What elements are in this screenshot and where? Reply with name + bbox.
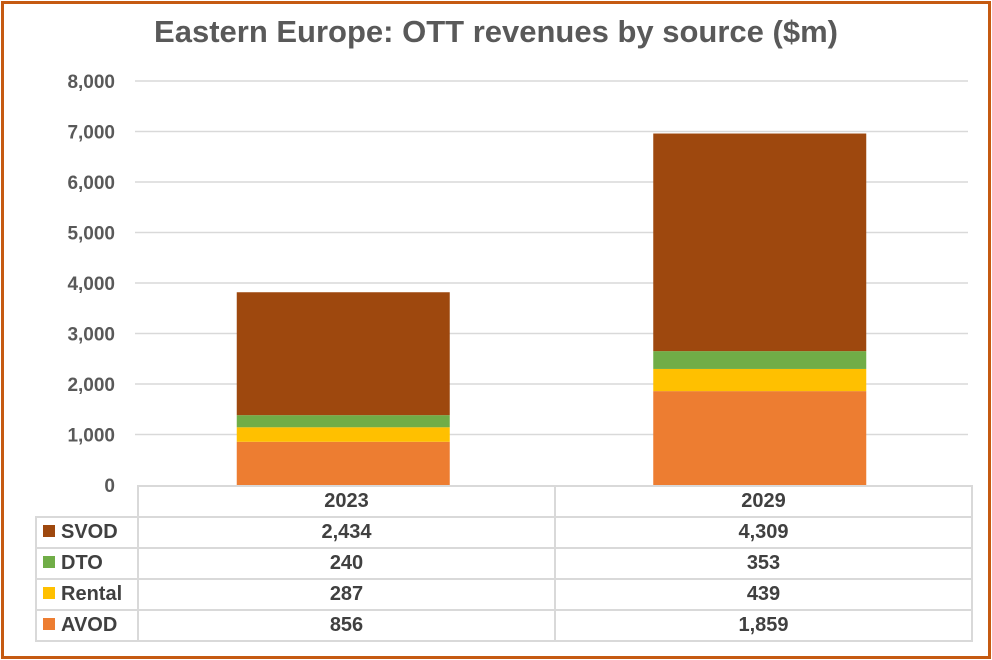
chart-title: Eastern Europe: OTT revenues by source (… — [154, 14, 838, 49]
data-label: 287 — [137, 578, 556, 611]
table-header-row: 2023 2029 — [36, 485, 973, 518]
table-row: DTO 240 353 — [35, 547, 973, 580]
y-tick-label: 4,000 — [67, 274, 115, 295]
legend-swatch — [43, 618, 55, 630]
legend-swatch — [43, 587, 55, 599]
data-label: 353 — [554, 547, 973, 580]
legend-entry: DTO — [35, 547, 139, 580]
y-tick-label: 0 — [104, 476, 115, 497]
bar-avod-2029 — [653, 391, 867, 485]
y-tick-label: 8,000 — [67, 72, 115, 93]
bar-dto-2029 — [653, 351, 867, 369]
category-label: 2029 — [554, 485, 973, 518]
legend-entry: SVOD — [35, 516, 139, 549]
legend-entry: Rental — [35, 578, 139, 611]
y-tick-label: 5,000 — [67, 224, 115, 245]
y-tick-label: 6,000 — [67, 173, 115, 194]
legend-label: DTO — [61, 552, 103, 574]
y-tick-label: 2,000 — [67, 375, 115, 396]
legend-label: Rental — [61, 583, 123, 605]
bar-svod-2029 — [653, 133, 867, 352]
legend-label: AVOD — [61, 614, 118, 636]
data-label: 856 — [137, 609, 556, 642]
table-row: Rental 287 439 — [35, 578, 973, 611]
y-tick-label: 1,000 — [67, 426, 115, 447]
data-table: 2023 2029 SVOD 2,434 4,309 DTO 240 353 Rental 287… — [35, 485, 973, 642]
data-label: 2,434 — [137, 516, 556, 549]
bar-dto-2023 — [236, 415, 450, 428]
table-row: SVOD 2,434 4,309 — [35, 516, 973, 549]
bar-rental-2023 — [236, 427, 450, 442]
bar-avod-2023 — [236, 441, 450, 485]
legend-swatch — [43, 525, 55, 537]
bar-svod-2023 — [236, 292, 450, 416]
y-tick-label: 7,000 — [67, 123, 115, 144]
category-label: 2023 — [137, 485, 556, 518]
data-label: 439 — [554, 578, 973, 611]
legend-label: SVOD — [61, 521, 118, 543]
legend-entry: AVOD — [35, 609, 139, 642]
legend-swatch — [43, 556, 55, 568]
table-row: AVOD 856 1,859 — [35, 609, 973, 642]
data-label: 4,309 — [554, 516, 973, 549]
y-tick-label: 3,000 — [67, 325, 115, 346]
bar-rental-2029 — [653, 368, 867, 392]
data-label: 1,859 — [554, 609, 973, 642]
data-label: 240 — [137, 547, 556, 580]
